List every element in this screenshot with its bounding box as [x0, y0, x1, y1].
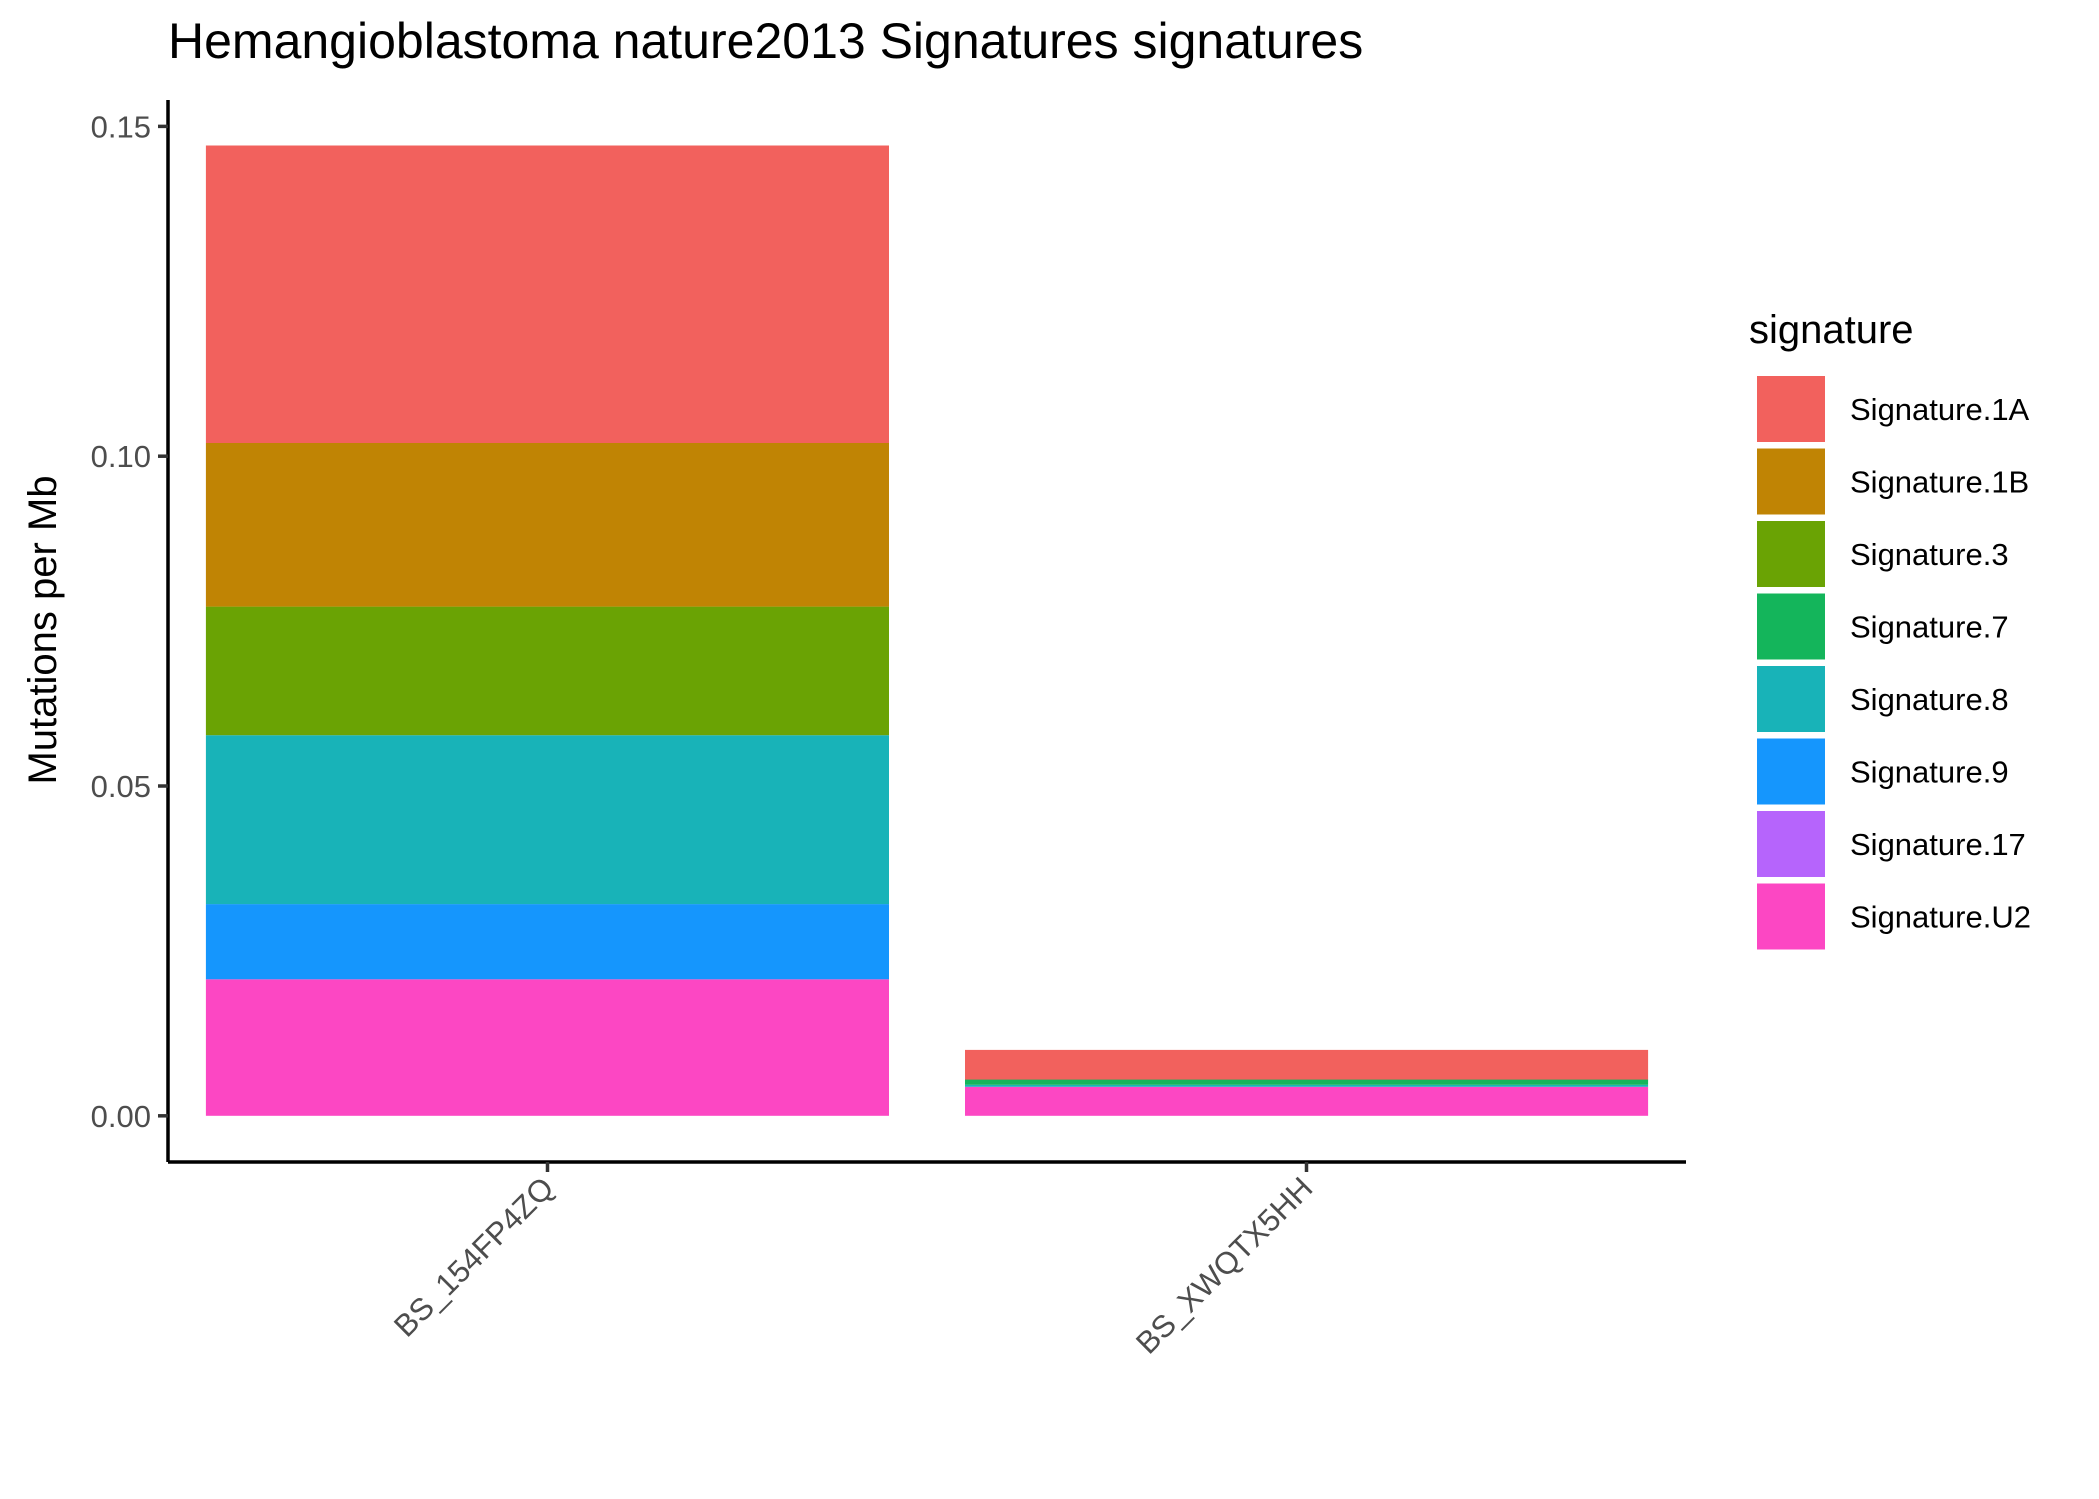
- x-tick-label: BS_XWQTX5HH: [1129, 1170, 1319, 1360]
- legend-label: Signature.17: [1850, 827, 2026, 862]
- y-tick-label: 0.10: [91, 439, 151, 474]
- legend-swatch: [1757, 593, 1825, 660]
- legend-label: Signature.1A: [1850, 392, 2030, 427]
- bar-segment: [965, 1086, 1649, 1116]
- bar-segment: [205, 735, 889, 905]
- bar-segment: [205, 443, 889, 607]
- chart-title: Hemangioblastoma nature2013 Signatures s…: [168, 13, 1363, 69]
- legend-label: Signature.U2: [1850, 900, 2031, 935]
- bar-segment: [205, 979, 889, 1116]
- legend-swatch: [1757, 811, 1825, 877]
- y-tick-label: 0.05: [91, 769, 151, 804]
- bar-segment: [965, 1084, 1649, 1087]
- bar-segment: [205, 904, 889, 980]
- legend-label: Signature.1B: [1850, 465, 2029, 500]
- legend-label: Signature.8: [1850, 682, 2009, 717]
- x-tick-label: BS_154FP4ZQ: [387, 1170, 560, 1343]
- bar-segment: [965, 1079, 1649, 1085]
- legend-swatch: [1757, 376, 1825, 442]
- bar-segment: [205, 606, 889, 736]
- legend: signature Signature.1A Signature.1B Signatu…: [1749, 308, 2031, 950]
- legend-swatch: [1757, 521, 1825, 587]
- legend-swatch: [1757, 666, 1825, 732]
- y-tick-label: 0.00: [91, 1099, 151, 1134]
- legend-title: signature: [1749, 308, 1914, 352]
- bars: [205, 145, 1649, 1116]
- legend-swatch: [1757, 883, 1825, 950]
- y-axis-label: Mutations per Mb: [21, 475, 65, 784]
- legend-swatch: [1757, 448, 1825, 515]
- legend-label: Signature.9: [1850, 755, 2009, 790]
- bar-segment: [205, 145, 889, 443]
- bar-segment: [965, 1049, 1649, 1080]
- legend-swatch: [1757, 738, 1825, 805]
- legend-label: Signature.3: [1850, 537, 2009, 572]
- y-tick-label: 0.15: [91, 109, 151, 144]
- legend-label: Signature.7: [1850, 610, 2009, 645]
